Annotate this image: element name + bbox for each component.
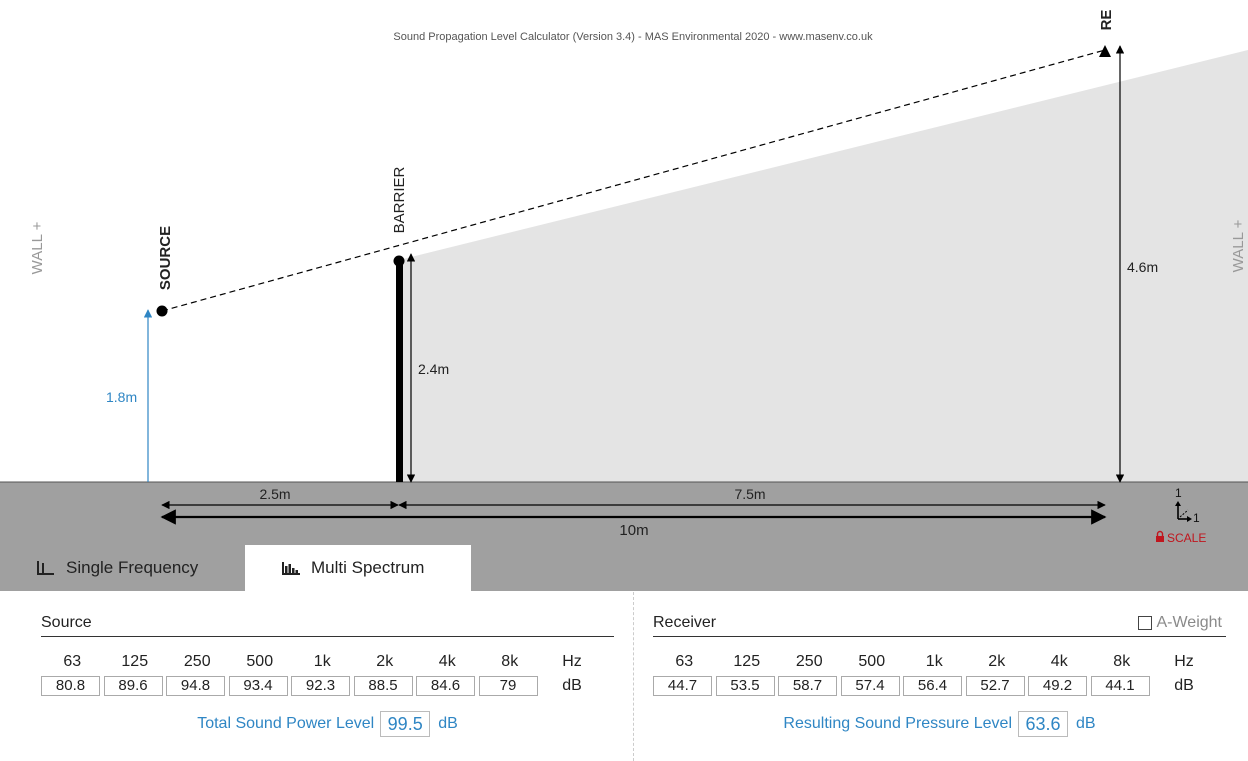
source-frequency-row: 63 125 250 500 1k 2k 4k 8k Hz — [41, 651, 614, 673]
mode-tabs: Single Frequency Multi Spectrum — [0, 545, 1248, 591]
a-weight-label: A-Weight — [1156, 614, 1222, 631]
distance-source-barrier-label: 2.5m — [259, 486, 290, 502]
wall-right-label[interactable]: WALL + — [1230, 219, 1247, 272]
source-point[interactable] — [156, 305, 168, 317]
receiver-total-unit: dB — [1076, 715, 1096, 732]
scale-control[interactable]: 1 1 SCALE — [1156, 486, 1206, 545]
scale-ratio-right: 1 — [1193, 511, 1200, 525]
source-level-input-1k[interactable]: 92.3 — [291, 676, 350, 696]
a-weight-checkbox[interactable] — [1138, 616, 1153, 630]
receiver-level-500: 57.4 — [840, 676, 900, 696]
multi-spectrum-icon — [282, 562, 300, 575]
source-level-row: 80.8 89.6 94.8 93.4 92.3 88.5 84.6 79 dB — [41, 675, 614, 697]
source-level-unit: dB — [562, 677, 582, 694]
barrier-height-label: 2.4m — [418, 361, 449, 377]
distance-barrier-receiver-label: 7.5m — [734, 486, 765, 502]
a-weight-toggle[interactable]: A-Weight — [1138, 610, 1222, 636]
receiver-freq-1k: 1k — [925, 653, 943, 670]
source-freq-63: 63 — [63, 653, 82, 670]
ground — [0, 482, 1248, 591]
receiver-panel-title: Receiver A-Weight — [653, 610, 1226, 637]
source-freq-unit: Hz — [562, 653, 582, 670]
receiver-label: RE — [1098, 10, 1115, 31]
source-freq-500: 500 — [246, 653, 274, 670]
tab-single-frequency[interactable]: Single Frequency — [36, 545, 236, 591]
receiver-height-label: 4.6m — [1127, 259, 1158, 275]
source-total-label: Total Sound Power Level — [197, 715, 375, 732]
receiver-marker[interactable] — [1099, 45, 1111, 57]
tab-single-frequency-label: Single Frequency — [66, 558, 199, 577]
source-level-input-4k[interactable]: 84.6 — [416, 676, 475, 696]
source-freq-250: 250 — [183, 653, 211, 670]
source-freq-8k: 8k — [501, 653, 519, 670]
source-freq-125: 125 — [121, 653, 149, 670]
source-level-input-250[interactable]: 94.8 — [166, 676, 225, 696]
receiver-level-row: 44.7 53.5 58.7 57.4 56.4 52.7 49.2 44.1 … — [653, 675, 1226, 697]
receiver-frequency-row: 63 125 250 500 1k 2k 4k 8k Hz — [653, 651, 1226, 673]
receiver-level-unit: dB — [1174, 677, 1194, 694]
receiver-level-63: 44.7 — [653, 676, 712, 696]
distance-total-label: 10m — [619, 522, 648, 539]
receiver-total: Resulting Sound Pressure Level 63.6 dB — [653, 711, 1226, 737]
receiver-level-2k: 52.7 — [965, 676, 1025, 696]
receiver-panel: Receiver A-Weight 63 125 250 500 1k 2k 4… — [653, 610, 1226, 737]
propagation-scene: Sound Propagation Level Calculator (Vers… — [0, 10, 1248, 591]
receiver-freq-250: 250 — [795, 653, 823, 670]
scale-ratio-top: 1 — [1175, 486, 1182, 500]
receiver-freq-500: 500 — [858, 653, 886, 670]
receiver-level-4k: 49.2 — [1028, 676, 1087, 696]
receiver-freq-2k: 2k — [988, 653, 1006, 670]
source-total-unit: dB — [438, 715, 458, 732]
receiver-panel-title-text: Receiver — [653, 614, 717, 631]
receiver-total-label: Resulting Sound Pressure Level — [783, 715, 1012, 732]
source-level-input-125[interactable]: 89.6 — [103, 676, 163, 696]
shadow-zone — [399, 50, 1248, 482]
receiver-freq-63: 63 — [675, 653, 694, 670]
receiver-freq-4k: 4k — [1050, 653, 1068, 670]
source-level-input-2k[interactable]: 88.5 — [353, 676, 413, 696]
receiver-total-value: 63.6 — [1018, 711, 1068, 737]
source-total-value: 99.5 — [380, 711, 431, 737]
source-total: Total Sound Power Level 99.5 dB — [41, 711, 614, 737]
line-of-sight — [161, 49, 1106, 312]
receiver-freq-unit: Hz — [1174, 653, 1194, 670]
scale-label: SCALE — [1167, 531, 1206, 545]
source-level-input-63[interactable]: 80.8 — [41, 676, 100, 696]
tab-multi-spectrum[interactable]: Multi Spectrum — [245, 545, 471, 591]
tab-multi-spectrum-label: Multi Spectrum — [311, 558, 425, 577]
source-freq-2k: 2k — [376, 653, 394, 670]
barrier-label: BARRIER — [391, 166, 408, 233]
lock-icon — [1156, 530, 1164, 542]
source-panel: Source 63 125 250 500 1k 2k 4k 8k Hz 80.… — [41, 610, 614, 737]
source-freq-4k: 4k — [438, 653, 456, 670]
receiver-level-8k: 44.1 — [1090, 676, 1150, 696]
app-title: Sound Propagation Level Calculator (Vers… — [393, 31, 873, 43]
source-height-label: 1.8m — [106, 389, 137, 405]
receiver-freq-8k: 8k — [1113, 653, 1131, 670]
source-level-input-500[interactable]: 93.4 — [228, 676, 288, 696]
source-panel-title: Source — [41, 610, 614, 637]
single-frequency-icon — [37, 561, 54, 575]
source-label: SOURCE — [157, 226, 174, 290]
source-level-input-8k[interactable]: 79 — [478, 676, 538, 696]
barrier[interactable] — [396, 262, 403, 482]
receiver-level-250: 58.7 — [778, 676, 837, 696]
panel-divider — [633, 592, 634, 761]
scale-axes-icon — [1175, 501, 1192, 522]
barrier-top-handle[interactable] — [393, 255, 405, 267]
receiver-level-125: 53.5 — [715, 676, 775, 696]
receiver-freq-125: 125 — [733, 653, 761, 670]
source-freq-1k: 1k — [313, 653, 331, 670]
receiver-level-1k: 56.4 — [903, 676, 962, 696]
wall-left-label[interactable]: WALL + — [29, 221, 46, 274]
